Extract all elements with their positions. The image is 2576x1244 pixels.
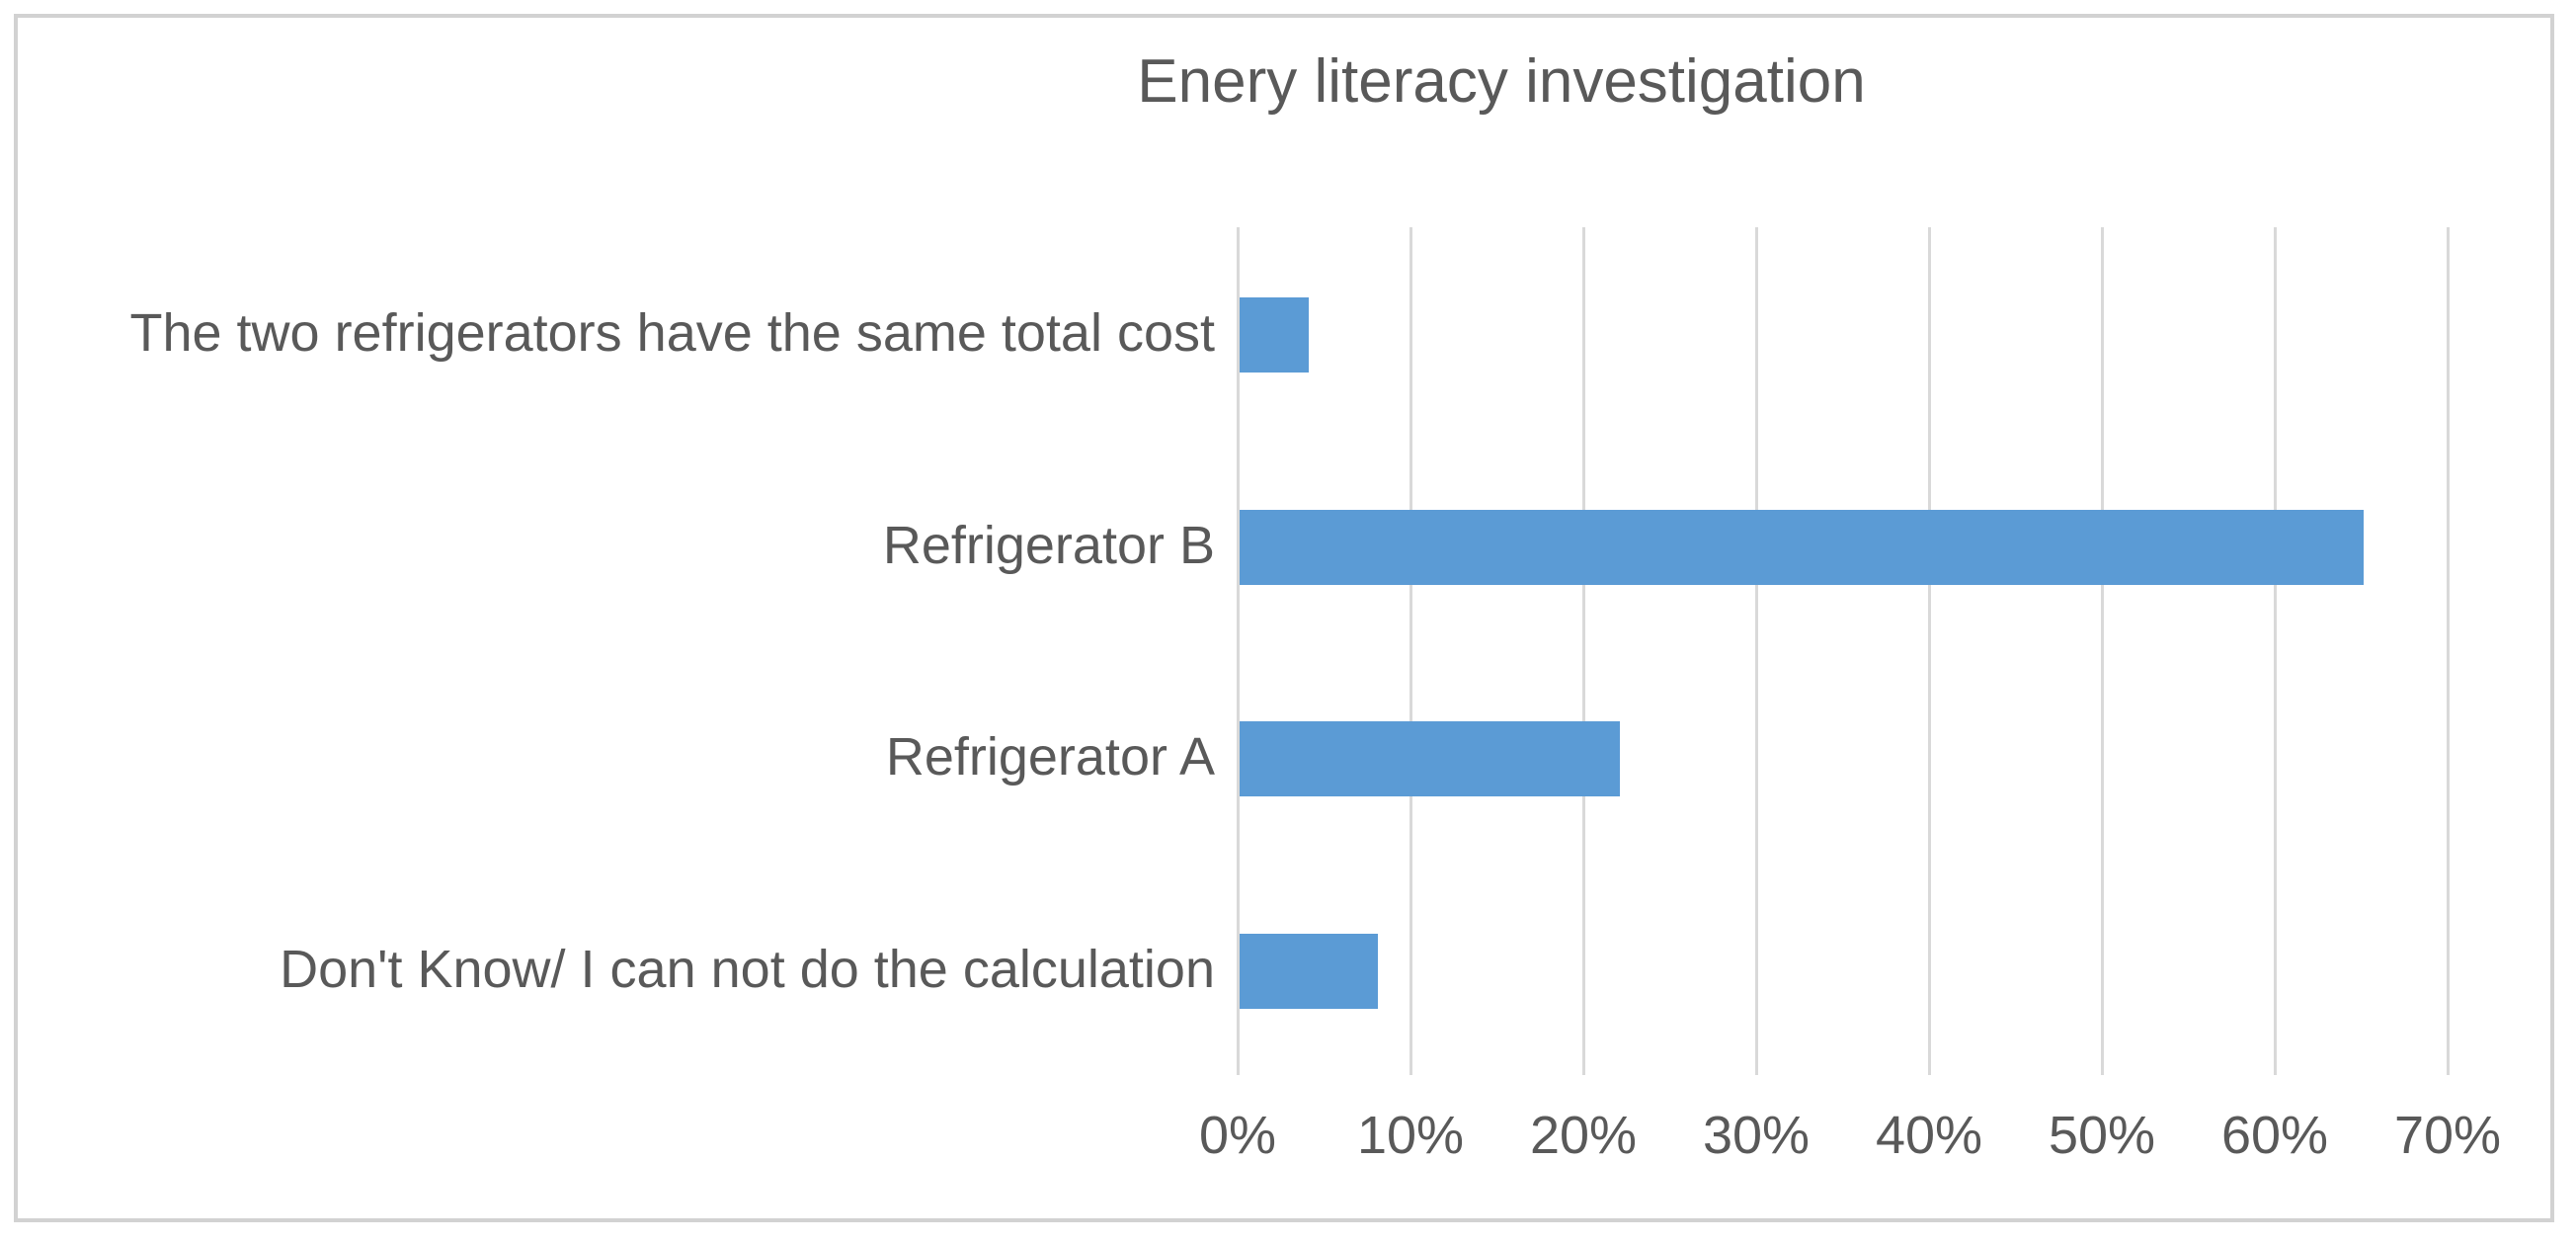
- x-tick-label-4: 40%: [1875, 1106, 1983, 1165]
- gridline: [1928, 227, 1931, 1075]
- y-axis-category-labels: The two refrigerators have the same tota…: [30, 227, 1215, 1075]
- gridline: [2447, 227, 2450, 1075]
- gridline: [1237, 227, 1240, 1075]
- bar-1: [1240, 509, 2364, 585]
- x-tick-label-6: 60%: [2220, 1106, 2329, 1165]
- gridline: [2101, 227, 2104, 1075]
- x-axis-tick-labels: 0% 10% 20% 30% 40% 50% 60% 70%: [1199, 1105, 2501, 1184]
- x-tick-label-7: 70%: [2393, 1106, 2502, 1165]
- x-tick-label-2: 20%: [1529, 1106, 1638, 1165]
- gridline: [2274, 227, 2277, 1075]
- x-tick-label-5: 50%: [2048, 1106, 2156, 1165]
- bar-0: [1240, 297, 1309, 373]
- x-tick-label-0: 0%: [1198, 1106, 1277, 1165]
- gridline: [1409, 227, 1412, 1075]
- chart-title: Enery literacy investigation: [1137, 47, 1866, 116]
- category-label-0: The two refrigerators have the same tota…: [129, 303, 1215, 364]
- gridline: [1755, 227, 1758, 1075]
- chart-border: [14, 14, 2554, 1222]
- bar-3: [1240, 933, 1378, 1009]
- bar-2: [1240, 721, 1620, 796]
- category-label-3: Don't Know/ I can not do the calculation: [280, 939, 1215, 999]
- category-label-1: Refrigerator B: [882, 515, 1215, 575]
- gridline: [1582, 227, 1585, 1075]
- x-tick-label-3: 30%: [1702, 1106, 1811, 1165]
- plot-area: [1237, 227, 2450, 1075]
- x-tick-label-1: 10%: [1356, 1106, 1465, 1165]
- category-label-2: Refrigerator A: [885, 727, 1215, 788]
